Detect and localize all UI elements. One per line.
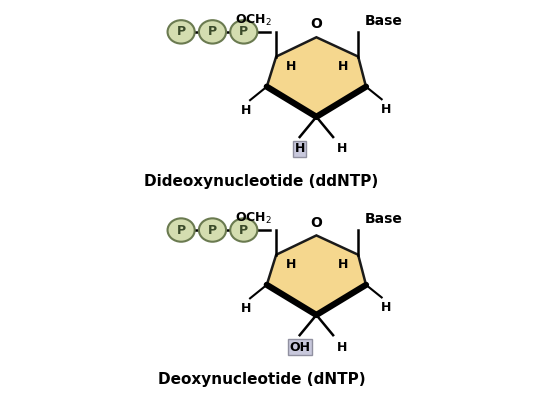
- Text: P: P: [239, 224, 249, 237]
- Text: H: H: [294, 142, 305, 156]
- Text: P: P: [239, 25, 249, 38]
- Text: Dideoxynucleotide (ddNTP): Dideoxynucleotide (ddNTP): [144, 174, 379, 189]
- Text: O: O: [311, 17, 323, 31]
- Circle shape: [199, 218, 226, 242]
- Circle shape: [168, 218, 195, 242]
- Circle shape: [199, 20, 226, 44]
- Polygon shape: [267, 37, 366, 117]
- Text: P: P: [177, 25, 186, 38]
- Text: H: H: [240, 302, 251, 315]
- Polygon shape: [267, 235, 366, 315]
- Text: H: H: [381, 301, 391, 314]
- Text: H: H: [286, 60, 296, 73]
- Circle shape: [230, 20, 257, 44]
- Text: P: P: [208, 25, 217, 38]
- Text: O: O: [311, 216, 323, 230]
- Text: OH: OH: [289, 341, 310, 353]
- Circle shape: [168, 20, 195, 44]
- Text: OCH$_2$: OCH$_2$: [235, 211, 272, 226]
- Text: Deoxynucleotide (dNTP): Deoxynucleotide (dNTP): [158, 372, 366, 387]
- Text: H: H: [381, 103, 391, 116]
- Text: P: P: [208, 224, 217, 237]
- Text: H: H: [338, 60, 349, 73]
- Text: OCH$_2$: OCH$_2$: [235, 13, 272, 28]
- Text: P: P: [177, 224, 186, 237]
- Text: Base: Base: [364, 212, 403, 226]
- Text: H: H: [337, 341, 348, 353]
- Circle shape: [230, 218, 257, 242]
- Text: H: H: [337, 142, 348, 156]
- Text: H: H: [338, 258, 349, 271]
- Text: H: H: [286, 258, 296, 271]
- Text: H: H: [240, 104, 251, 117]
- Text: Base: Base: [364, 14, 403, 28]
